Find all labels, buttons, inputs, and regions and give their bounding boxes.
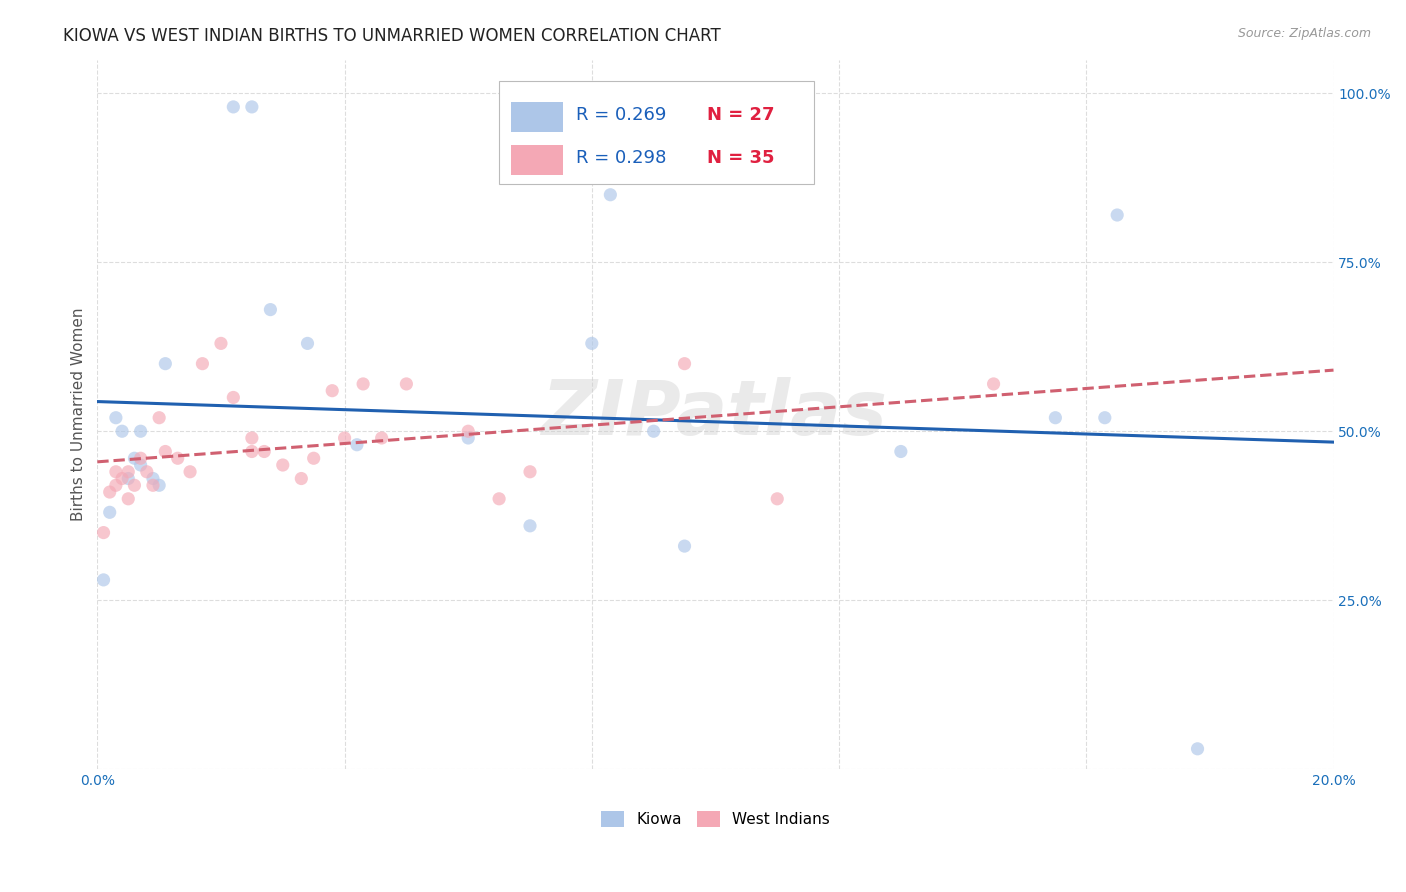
- Point: [93, 525, 115, 540]
- Text: R = 0.298: R = 0.298: [575, 148, 666, 167]
- Point: [290, 471, 312, 485]
- Point: [129, 458, 152, 472]
- Point: [599, 187, 621, 202]
- FancyBboxPatch shape: [512, 103, 564, 132]
- Point: [259, 302, 281, 317]
- Point: [148, 410, 170, 425]
- Text: Source: ZipAtlas.com: Source: ZipAtlas.com: [1237, 27, 1371, 40]
- Point: [297, 336, 319, 351]
- Point: [124, 451, 146, 466]
- Point: [148, 478, 170, 492]
- Point: [104, 410, 127, 425]
- Point: [766, 491, 789, 506]
- Point: [240, 431, 263, 445]
- Point: [155, 357, 177, 371]
- Point: [890, 444, 912, 458]
- Point: [643, 424, 665, 438]
- Point: [457, 431, 479, 445]
- Point: [352, 376, 374, 391]
- Point: [302, 451, 325, 466]
- Point: [519, 465, 541, 479]
- Point: [222, 391, 245, 405]
- Point: [519, 518, 541, 533]
- Point: [370, 431, 392, 445]
- Point: [253, 444, 276, 458]
- Point: [240, 100, 263, 114]
- Point: [166, 451, 188, 466]
- Point: [117, 491, 139, 506]
- Point: [673, 539, 696, 553]
- Point: [98, 485, 121, 500]
- FancyBboxPatch shape: [512, 145, 564, 175]
- Point: [209, 336, 232, 351]
- Point: [117, 471, 139, 485]
- Text: KIOWA VS WEST INDIAN BIRTHS TO UNMARRIED WOMEN CORRELATION CHART: KIOWA VS WEST INDIAN BIRTHS TO UNMARRIED…: [63, 27, 721, 45]
- Text: N = 27: N = 27: [707, 106, 775, 124]
- Legend: Kiowa, West Indians: Kiowa, West Indians: [595, 805, 837, 833]
- Point: [983, 376, 1005, 391]
- Point: [673, 357, 696, 371]
- Point: [142, 478, 165, 492]
- Point: [117, 465, 139, 479]
- Point: [488, 491, 510, 506]
- Point: [1187, 741, 1209, 756]
- Point: [333, 431, 356, 445]
- Text: ZIPatlas: ZIPatlas: [543, 377, 889, 451]
- Point: [124, 478, 146, 492]
- Point: [191, 357, 214, 371]
- Point: [129, 451, 152, 466]
- Text: R = 0.269: R = 0.269: [575, 106, 666, 124]
- Point: [155, 444, 177, 458]
- Point: [457, 424, 479, 438]
- Point: [1094, 410, 1116, 425]
- Point: [240, 444, 263, 458]
- Point: [111, 424, 134, 438]
- FancyBboxPatch shape: [499, 81, 814, 184]
- Point: [93, 573, 115, 587]
- Point: [1107, 208, 1129, 222]
- Point: [111, 471, 134, 485]
- Point: [98, 505, 121, 519]
- Text: N = 35: N = 35: [707, 148, 775, 167]
- Point: [129, 424, 152, 438]
- Point: [271, 458, 294, 472]
- Point: [135, 465, 157, 479]
- Point: [321, 384, 343, 398]
- Point: [104, 478, 127, 492]
- Point: [1045, 410, 1067, 425]
- Point: [222, 100, 245, 114]
- Y-axis label: Births to Unmarried Women: Births to Unmarried Women: [72, 308, 86, 521]
- Point: [179, 465, 201, 479]
- Point: [142, 471, 165, 485]
- Point: [395, 376, 418, 391]
- Point: [581, 336, 603, 351]
- Point: [104, 465, 127, 479]
- Point: [346, 438, 368, 452]
